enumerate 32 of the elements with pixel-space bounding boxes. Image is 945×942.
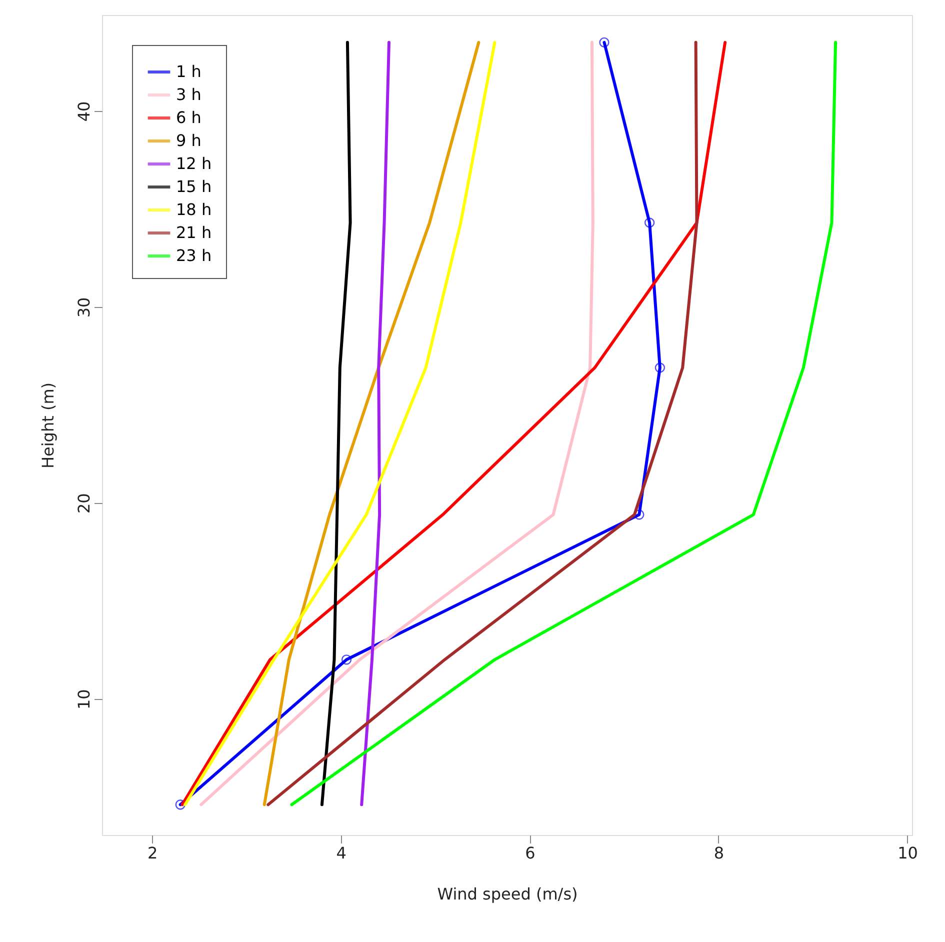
legend-label: 9 h (176, 131, 202, 150)
point (341, 654, 352, 665)
line-series (360, 40, 390, 806)
x-axis-title: Wind speed (m/s) (437, 884, 578, 904)
point (654, 362, 666, 373)
legend-label: 23 h (176, 246, 212, 265)
line-series (266, 40, 698, 806)
line-series (200, 40, 594, 806)
y-tick-label: 20 (74, 493, 94, 514)
y-tick-label: 40 (74, 101, 94, 122)
legend-label: 15 h (176, 177, 212, 196)
x-tick-label: 2 (147, 844, 158, 862)
point (599, 37, 610, 48)
legend-label: 18 h (176, 200, 212, 219)
y-tick-label: 10 (74, 689, 94, 710)
line-series (290, 40, 838, 806)
legend-label: 6 h (176, 108, 202, 127)
y-axis-title: Height (m) (38, 382, 58, 469)
legend-label: 1 h (176, 62, 202, 81)
line-series (320, 40, 352, 806)
point (644, 218, 655, 228)
point (634, 510, 644, 520)
x-tick-label: 6 (525, 844, 536, 862)
point (175, 800, 186, 810)
legend-label: 12 h (176, 154, 212, 173)
x-tick-label: 4 (336, 844, 346, 862)
line-series (262, 40, 480, 806)
legend-label: 21 h (176, 223, 212, 242)
x-tick-label: 10 (898, 844, 918, 862)
x-tick-label: 8 (714, 844, 724, 862)
y-tick-label: 30 (74, 297, 94, 318)
legend-label: 3 h (176, 85, 202, 104)
